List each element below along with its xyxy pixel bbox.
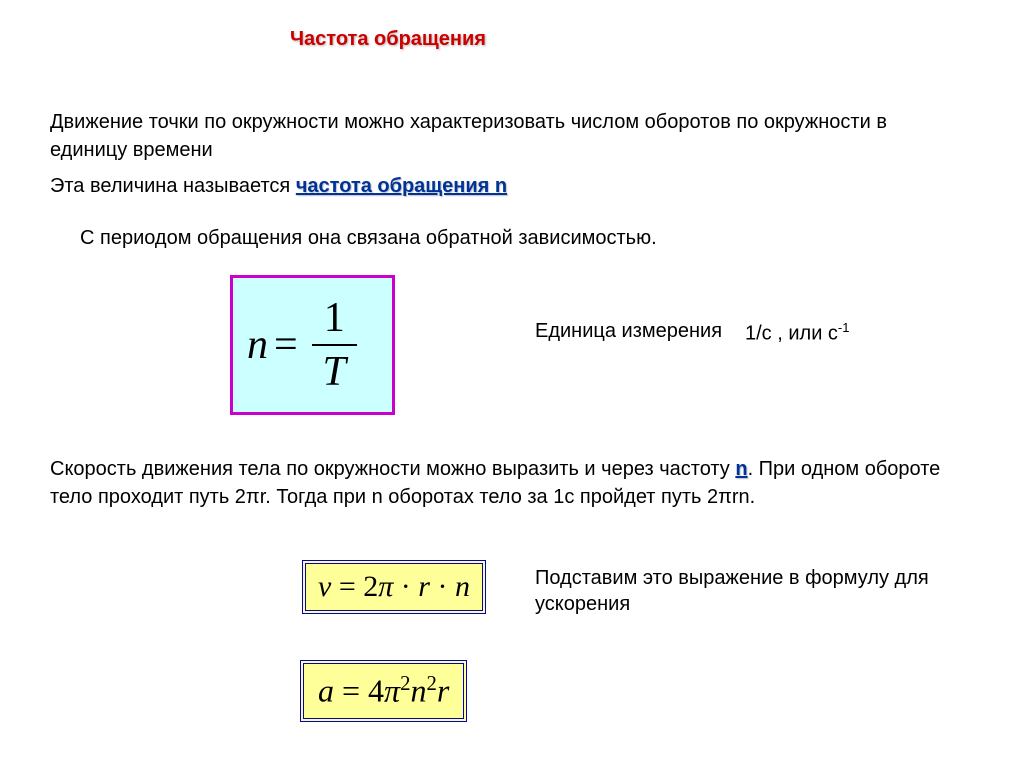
formula1-eq: = (274, 321, 298, 369)
f3-pi: π (384, 673, 400, 709)
formula1-fraction: 1 T (312, 294, 357, 396)
definition-term: частота обращения n (296, 175, 507, 197)
unit-text: 1/с , или с (745, 323, 838, 345)
formula-velocity: v = 2π · r · n (302, 560, 486, 614)
formula1-denominator: T (323, 346, 346, 396)
f3-n: n (410, 673, 426, 709)
f3-r: r (437, 673, 449, 709)
intro-paragraph: Движение точки по окружности можно харак… (50, 108, 960, 164)
para4-a: Скорость движения тела по окружности мож… (50, 458, 735, 480)
definition-pre: Эта величина называется (50, 175, 296, 197)
relation-line: С периодом обращения она связана обратно… (80, 227, 657, 250)
f3-sup2: 2 (426, 672, 436, 695)
page-title: Частота обращения (290, 28, 486, 51)
definition-line: Эта величина называется частота обращени… (50, 175, 507, 198)
unit-label: Единица измерения (535, 320, 722, 343)
f3-eq: = 4 (334, 673, 384, 709)
formula-acceleration: a = 4π2n2r (300, 660, 467, 722)
formula1-numerator: 1 (312, 294, 357, 346)
formula1-lhs: n (247, 321, 268, 369)
para4-n-emph: n (735, 458, 747, 480)
unit-sup: -1 (838, 320, 850, 335)
f3-sup1: 2 (400, 672, 410, 695)
substitute-paragraph: Подставим это выражение в формулу для ус… (535, 565, 935, 617)
f3-a: a (318, 673, 334, 709)
unit-value: 1/с , или с-1 (745, 320, 849, 346)
formula-n-equals-1-over-T: n = 1 T (230, 275, 395, 415)
velocity-paragraph: Скорость движения тела по окружности мож… (50, 455, 970, 511)
